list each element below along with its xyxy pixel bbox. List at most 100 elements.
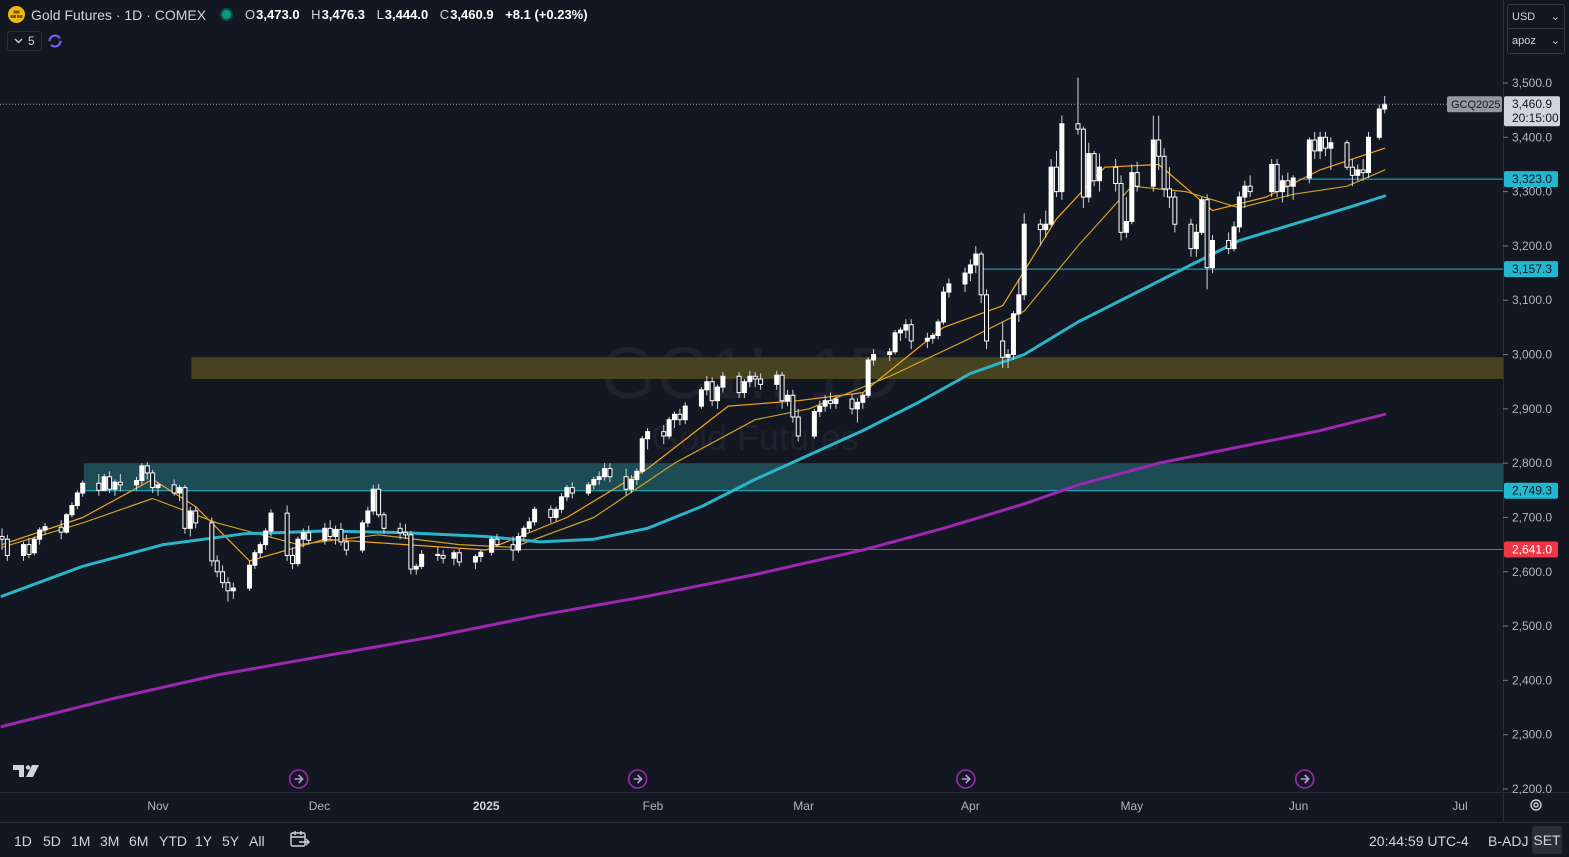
candle-body	[967, 264, 973, 274]
candle	[1285, 172, 1291, 198]
event-marker-icon[interactable]	[1294, 769, 1315, 789]
candle	[1382, 96, 1388, 114]
currency-unit-selector[interactable]: USD ⌄ apoz ⌄	[1507, 4, 1565, 54]
currency-select[interactable]: USD ⌄	[1508, 5, 1564, 28]
range-3m-button[interactable]: 3M	[100, 833, 120, 849]
candle-body	[1053, 166, 1059, 193]
candle-body	[182, 487, 188, 529]
candle	[790, 389, 796, 423]
candle-body	[117, 481, 123, 486]
candle-body	[887, 351, 893, 356]
range-1m-button[interactable]: 1M	[71, 833, 91, 849]
candle	[451, 550, 457, 566]
range-1y-button[interactable]: 1Y	[195, 833, 213, 849]
candle-body	[984, 294, 990, 342]
tradingview-logo-icon[interactable]	[12, 763, 44, 779]
candles	[0, 77, 1388, 602]
candle-body	[1226, 239, 1232, 250]
candle-body	[1247, 185, 1253, 193]
chevron-down-icon: ⌄	[1550, 11, 1560, 23]
candle-body	[74, 492, 80, 507]
candle	[1161, 148, 1167, 198]
range-all-button[interactable]: All	[249, 833, 265, 849]
candle	[698, 387, 704, 409]
candle-body	[521, 527, 527, 537]
candle-body	[263, 530, 269, 546]
candle	[494, 533, 500, 548]
close-value: 3,460.9	[450, 7, 494, 22]
indicator-sma-100	[0, 194, 1387, 598]
candle	[64, 513, 70, 534]
event-marker-icon[interactable]	[288, 769, 309, 789]
candle-body	[494, 538, 500, 546]
event-marker-icon[interactable]	[955, 769, 976, 789]
candle	[833, 395, 839, 409]
candle	[967, 259, 973, 282]
candle-body	[747, 375, 753, 383]
candle-body	[1355, 169, 1361, 176]
range-5d-button[interactable]: 5D	[43, 833, 61, 849]
range-6m-button[interactable]: 6M	[129, 833, 149, 849]
candle	[413, 563, 419, 575]
gear-icon[interactable]	[1528, 797, 1544, 813]
candle	[1247, 175, 1253, 198]
go-to-date-icon[interactable]	[290, 831, 310, 849]
refresh-icon[interactable]	[46, 32, 64, 50]
y-tick-label: 3,400.0	[1512, 130, 1552, 144]
candle-body	[306, 532, 312, 541]
candle-body	[413, 565, 419, 570]
candle-body	[1279, 180, 1285, 193]
event-marker-icon[interactable]	[627, 769, 648, 789]
candle-body	[225, 582, 231, 592]
candle-body	[456, 552, 462, 563]
candle-body	[1349, 166, 1355, 176]
unit-select[interactable]: apoz ⌄	[1508, 28, 1564, 52]
candle	[666, 416, 672, 439]
candle-body	[698, 389, 704, 407]
indicators-toggle-button[interactable]: 5	[7, 31, 42, 51]
candle	[1274, 159, 1280, 198]
candle-body	[435, 553, 441, 556]
event-markers	[288, 769, 1315, 789]
candle-body	[569, 487, 575, 494]
candle	[602, 463, 608, 481]
y-tick-label: 3,000.0	[1512, 348, 1552, 362]
candle	[0, 528, 5, 551]
y-tick-label: 3,200.0	[1512, 239, 1552, 253]
candle-body	[171, 484, 177, 494]
session-toggle[interactable]: SET	[1532, 826, 1562, 854]
candle-body	[1097, 166, 1103, 182]
candle-body	[1156, 139, 1162, 157]
candle-body	[472, 556, 478, 563]
candle-body	[440, 554, 446, 559]
candle	[1134, 161, 1140, 192]
candle-body	[903, 324, 909, 331]
candle	[908, 319, 914, 350]
range-1d-button[interactable]: 1D	[14, 833, 32, 849]
candle-body	[677, 413, 683, 421]
candle-body	[322, 527, 328, 541]
candle	[96, 474, 102, 496]
price-chart[interactable]: GC1!, 1D Gold Futures 3,323.0 3,157.3 2,74…	[0, 0, 1569, 822]
candle	[935, 319, 941, 340]
back-adjust-toggle[interactable]: B-ADJ	[1488, 833, 1529, 849]
symbol-title[interactable]: Gold Futures · 1D · COMEX	[31, 6, 207, 23]
candle	[903, 319, 909, 339]
candle	[677, 408, 683, 426]
candle-body	[591, 478, 597, 486]
range-ytd-button[interactable]: YTD	[159, 833, 187, 849]
candle-body	[1037, 223, 1043, 231]
candle-body	[112, 481, 118, 490]
candle	[306, 525, 312, 545]
candle	[139, 463, 145, 485]
candle-body	[930, 335, 936, 339]
candle-body	[139, 465, 145, 482]
candle-body	[1193, 231, 1199, 250]
candle-body	[134, 480, 139, 486]
clock-readout[interactable]: 20:44:59 UTC-4	[1369, 833, 1469, 849]
candle-body	[564, 487, 570, 498]
candle	[252, 550, 258, 570]
candle	[117, 474, 123, 492]
candle-body	[397, 527, 403, 534]
range-5y-button[interactable]: 5Y	[222, 833, 240, 849]
